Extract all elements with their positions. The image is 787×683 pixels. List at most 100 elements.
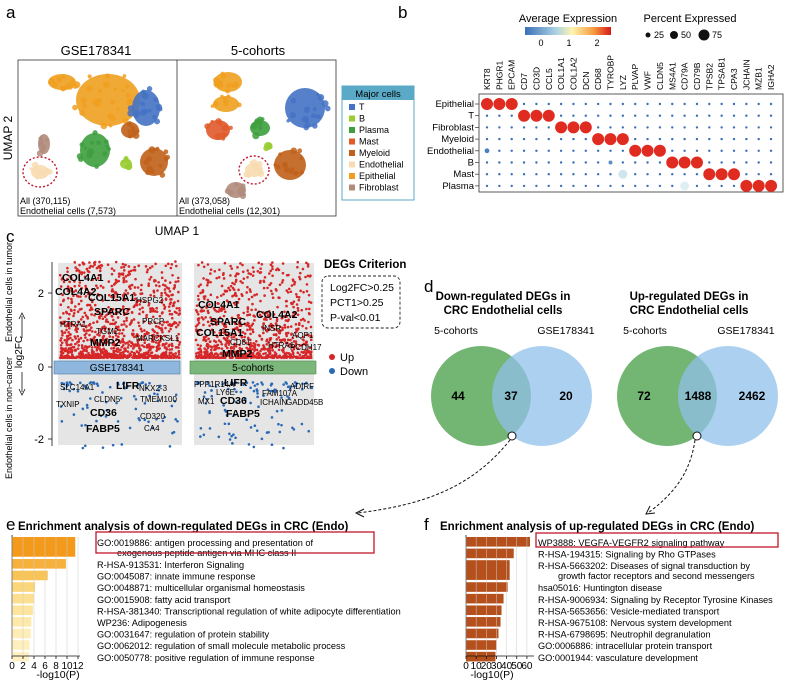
volcano-up-point xyxy=(101,309,105,313)
volcano-up-point xyxy=(299,356,303,359)
volcano-up-point xyxy=(221,322,225,325)
volcano-up-point xyxy=(235,338,238,341)
volcano-up-point xyxy=(253,347,257,351)
volcano-gene-htra1: HTRA1 xyxy=(60,320,87,329)
dot-plasma-cpa3 xyxy=(732,184,736,188)
volcano-down-point xyxy=(255,388,259,391)
dot-epithelial-tyrobp xyxy=(609,102,612,106)
dot-endothelial-tpsab1 xyxy=(720,149,723,152)
volcano-down-point xyxy=(144,383,148,386)
volcano-up-point xyxy=(262,286,266,290)
volcano-up-point xyxy=(304,341,308,345)
legend-label-epithelial: Epithelial xyxy=(359,171,396,181)
volcano-up-point xyxy=(139,288,143,292)
venn-left-only-a: 44 xyxy=(451,389,465,403)
volcano-up-point xyxy=(253,319,256,322)
volcano-up-point xyxy=(148,278,151,281)
volcano-up-point xyxy=(170,312,174,316)
volcano-up-point xyxy=(173,284,177,287)
volcano-up-point xyxy=(151,315,155,319)
volcano-up-point xyxy=(246,354,249,357)
volcano-up-point xyxy=(176,345,180,349)
volcano-up-point xyxy=(289,338,292,342)
volcano-up-point xyxy=(149,348,152,351)
volcano-up-point xyxy=(83,333,87,337)
legend-down-dot xyxy=(329,368,335,374)
dot-myeloid-cldn5 xyxy=(658,137,662,141)
volcano-up-point xyxy=(277,331,281,334)
pct-label-75: 75 xyxy=(712,30,722,40)
volcano-up-point xyxy=(66,289,70,293)
volcano-down-point xyxy=(249,401,252,405)
cell-type-label: Fibroblast xyxy=(432,122,474,133)
dot-t-vwf xyxy=(646,114,649,117)
volcano-up-point xyxy=(65,334,69,338)
volcano-up-point xyxy=(61,333,64,337)
volcano-up-point xyxy=(237,272,240,276)
enrich-term: GO:0031647: regulation of protein stabil… xyxy=(97,630,270,640)
volcano-up-point xyxy=(202,323,205,327)
volcano-up-point xyxy=(309,350,313,354)
volcano-up-point xyxy=(196,351,200,355)
volcano-up-point xyxy=(120,266,123,269)
volcano-up-point xyxy=(168,348,171,351)
enrich-term: hsa05016: Huntington disease xyxy=(538,583,662,593)
volcano-up-point xyxy=(154,341,158,344)
volcano-up-point xyxy=(113,330,117,334)
volcano-up-point xyxy=(201,290,204,294)
volcano-down-point xyxy=(278,430,282,434)
volcano-up-point xyxy=(158,326,161,330)
volcano-up-point xyxy=(143,354,146,358)
volcano-up-point xyxy=(172,356,176,360)
volcano-up-point xyxy=(229,274,232,277)
volcano-up-point xyxy=(82,320,86,324)
volcano-up-point xyxy=(209,280,212,284)
volcano-up-point xyxy=(66,296,70,300)
volcano-up-point xyxy=(88,308,92,312)
panel-letter-c: c xyxy=(6,227,15,246)
volcano-up-point xyxy=(59,356,62,360)
dot-plasma-cd7 xyxy=(522,184,526,188)
volcano-up-point xyxy=(148,354,151,357)
gene-label: TYROBP xyxy=(606,55,616,90)
dot-endothelial-tyrobp xyxy=(609,149,612,152)
volcano-up-point xyxy=(93,260,97,264)
volcano-up-point xyxy=(178,306,181,310)
volcano-up-point xyxy=(140,329,144,333)
venn-left-set-a: 5-cohorts xyxy=(434,325,478,337)
dot-endothelial-plvap xyxy=(629,144,642,157)
dot-myeloid-col1a2 xyxy=(572,137,575,141)
volcano-up-point xyxy=(298,344,302,347)
volcano-down-point xyxy=(222,404,225,407)
volcano-up-point xyxy=(63,331,67,334)
enrich-f-tick: 20 xyxy=(481,661,493,672)
volcano-up-point xyxy=(92,352,95,356)
volcano-down-point xyxy=(161,419,165,423)
volcano-down-point xyxy=(86,406,89,409)
volcano-up-point xyxy=(132,318,136,321)
gene-label: IGHA2 xyxy=(766,64,776,90)
volcano-up-point xyxy=(197,298,200,301)
volcano-up-point xyxy=(150,306,154,310)
enrich-bar xyxy=(12,628,31,639)
volcano-up-point xyxy=(206,263,210,266)
volcano-up-point xyxy=(208,352,212,356)
volcano-down-point xyxy=(233,413,236,417)
volcano-up-point xyxy=(98,334,101,337)
volcano-up-point xyxy=(294,292,298,296)
volcano-up-point xyxy=(120,345,124,349)
volcano-down-point xyxy=(208,384,211,387)
dot-b-mzb1 xyxy=(757,161,760,164)
volcano-up-point xyxy=(283,356,286,359)
volcano-up-point xyxy=(262,279,265,283)
umap-legend-title: Major cells xyxy=(355,89,401,100)
volcano-up-point xyxy=(175,311,178,315)
volcano-up-point xyxy=(132,291,136,295)
volcano-up-point xyxy=(233,353,237,356)
volcano-up-point xyxy=(74,349,78,352)
enrich-f-tick: 30 xyxy=(491,661,503,672)
volcano-up-point xyxy=(149,310,152,314)
volcano-up-point xyxy=(170,293,173,297)
volcano-down-point xyxy=(230,434,233,438)
volcano-up-point xyxy=(274,333,278,337)
